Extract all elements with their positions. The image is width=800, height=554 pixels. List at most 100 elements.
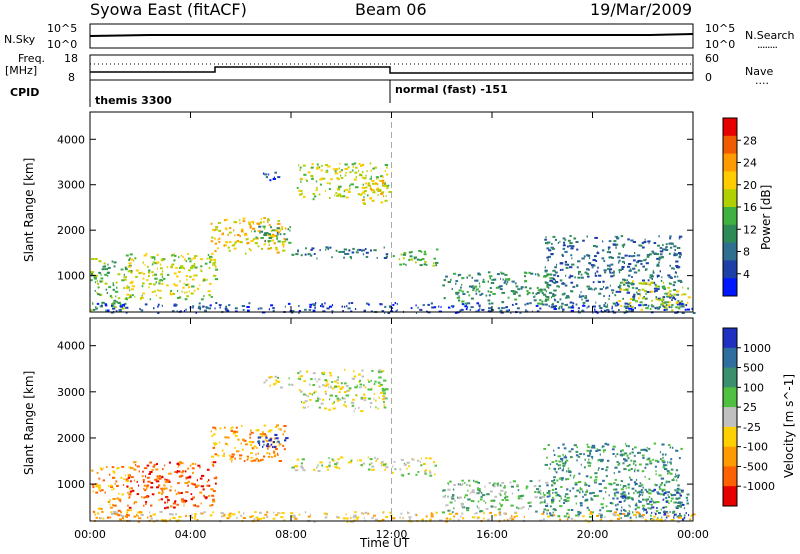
echo-cell [618,269,622,271]
echo-cell [504,492,506,495]
echo-cell [231,453,235,456]
echo-cell [147,271,151,274]
echo-cell [662,498,664,501]
echo-cell [552,278,555,281]
colorbar-swatch [723,278,737,297]
echo-cell [245,252,247,255]
echo-cell [653,287,657,290]
echo-cell [664,306,668,309]
echo-cell [125,474,127,477]
echo-cell [351,401,355,404]
echo-cell [248,302,251,305]
echo-cell [623,495,626,498]
echo-cell [276,424,279,427]
echo-cell [550,306,554,309]
echo-cell [117,509,121,512]
echo-cell [354,386,358,389]
echo-cell [577,481,582,483]
echo-cell [488,482,491,484]
echo-cell [233,430,237,433]
echo-cell [551,498,554,501]
echo-cell [554,271,558,274]
echo-cell [654,283,656,286]
echo-cell [507,296,510,299]
echo-cell [661,302,665,305]
echo-cell [363,399,367,402]
echo-cell [142,272,146,275]
echo-cell [568,450,572,453]
echo-cell [170,485,172,488]
echo-cell [664,512,667,515]
echo-cell [579,491,581,494]
echo-cell [692,312,696,314]
echo-cell [597,266,599,269]
echo-cell [613,511,618,514]
echo-cell [457,273,462,276]
echo-cell [681,293,683,296]
echo-cell [206,306,209,309]
echo-cell [595,260,598,262]
echo-cell [577,260,581,263]
echo-cell [556,285,560,288]
echo-cell [368,380,371,383]
echo-cell [178,461,182,464]
echo-cell [620,304,623,307]
echo-cell [231,513,236,516]
echo-cell [224,436,228,439]
echo-cell [679,512,681,515]
echo-cell [614,514,617,517]
echo-cell [128,259,130,261]
echo-cell [584,271,588,274]
echo-cell [669,290,672,293]
echo-cell [509,517,513,520]
echo-cell [169,489,172,492]
echo-cell [99,280,103,283]
echo-cell [174,284,178,287]
echo-cell [338,467,341,470]
echo-cell [351,169,354,172]
echo-cell [178,271,181,273]
echo-cell [569,301,573,304]
echo-cell [213,433,216,436]
echo-cell [242,517,246,519]
echo-cell [210,488,214,491]
echo-cell [676,293,680,296]
echo-cell [474,285,478,288]
echo-cell [263,243,266,246]
echo-cell [681,305,685,308]
echo-cell [92,490,94,493]
echo-cell [221,449,224,452]
echo-cell [99,517,101,520]
echo-cell [352,247,355,250]
echo-cell [590,446,594,449]
echo-cell [424,260,427,263]
echo-cell [505,283,508,286]
echo-cell [495,482,497,485]
echo-cell [568,276,571,279]
echo-cell [669,446,672,449]
echo-cell [251,220,255,223]
echo-cell [645,511,648,514]
echo-cell [346,305,348,308]
echo-cell [559,505,563,508]
echo-cell [234,234,236,237]
echo-cell [657,297,661,300]
echo-cell [658,261,660,264]
echo-cell [338,186,341,189]
echo-cell [468,479,471,482]
echo-cell [425,457,428,460]
echo-cell [546,296,550,298]
echo-cell [317,464,319,467]
echo-cell [150,504,153,507]
echo-cell [345,394,349,397]
echo-cell [104,491,106,494]
echo-cell [369,187,372,190]
echo-cell [642,498,645,501]
echo-cell [135,275,138,278]
echo-cell [557,446,560,449]
echo-cell [559,240,561,243]
echo-cell [365,251,369,254]
echo-cell [187,480,190,483]
echo-cell [263,424,267,427]
echo-cell [263,381,266,384]
